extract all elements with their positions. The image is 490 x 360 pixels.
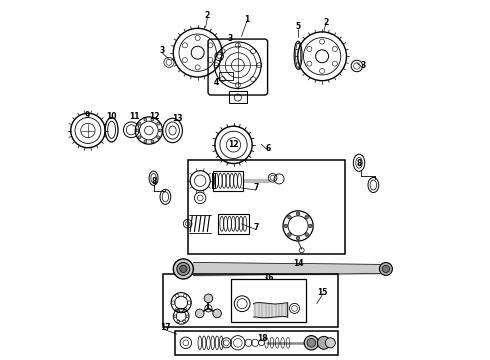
Text: 12: 12 [228, 140, 239, 149]
Circle shape [382, 265, 390, 273]
Text: 3: 3 [159, 46, 165, 55]
Circle shape [379, 262, 392, 275]
Circle shape [288, 216, 291, 219]
Circle shape [305, 233, 309, 236]
Bar [212, 173, 215, 188]
Circle shape [318, 336, 330, 349]
Bar [175, 330, 338, 355]
Text: 10: 10 [106, 112, 117, 121]
Circle shape [173, 259, 194, 279]
Bar [229, 91, 247, 103]
Circle shape [309, 224, 312, 228]
Circle shape [284, 224, 288, 228]
Circle shape [296, 212, 300, 216]
Circle shape [296, 236, 300, 240]
Text: 3: 3 [227, 34, 233, 43]
Text: 4: 4 [214, 78, 219, 87]
Circle shape [136, 129, 139, 132]
Circle shape [204, 294, 213, 303]
Circle shape [159, 129, 162, 132]
Circle shape [177, 262, 190, 275]
Circle shape [138, 136, 141, 139]
Circle shape [305, 216, 309, 219]
Circle shape [138, 122, 141, 125]
Text: 6: 6 [266, 144, 271, 153]
Text: 5: 5 [295, 22, 301, 31]
Text: 2: 2 [323, 18, 328, 27]
Text: 7: 7 [253, 223, 258, 232]
Circle shape [196, 309, 204, 318]
Text: 15: 15 [317, 288, 327, 297]
Bar [188, 159, 345, 253]
Text: 7: 7 [253, 183, 258, 192]
Text: 17: 17 [160, 323, 171, 332]
FancyBboxPatch shape [208, 39, 268, 95]
Circle shape [213, 309, 221, 318]
Text: 8: 8 [356, 159, 362, 168]
Circle shape [304, 336, 319, 350]
Circle shape [151, 140, 154, 143]
Text: 12: 12 [149, 112, 160, 121]
Circle shape [288, 233, 291, 236]
Text: 11: 11 [129, 112, 140, 121]
Bar [218, 214, 248, 234]
Text: 1: 1 [244, 15, 249, 24]
Text: 9: 9 [85, 111, 90, 120]
Circle shape [157, 136, 160, 139]
Text: 3: 3 [361, 62, 366, 71]
Circle shape [180, 265, 187, 273]
Text: 14: 14 [294, 259, 304, 268]
Text: 18: 18 [257, 334, 268, 343]
Bar [219, 72, 233, 80]
Text: 16: 16 [263, 273, 273, 282]
Bar [163, 274, 338, 327]
Circle shape [325, 338, 335, 348]
Circle shape [157, 122, 160, 125]
Circle shape [307, 338, 316, 347]
Bar [213, 171, 243, 191]
Circle shape [144, 140, 147, 143]
Circle shape [151, 118, 154, 121]
Text: 8: 8 [152, 177, 157, 186]
Text: 2: 2 [205, 11, 210, 20]
Circle shape [144, 118, 147, 121]
Bar [231, 279, 306, 321]
Text: 13: 13 [172, 114, 183, 123]
